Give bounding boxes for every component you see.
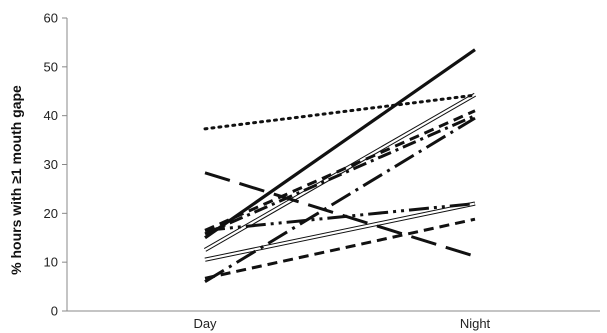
series-line-1 [204, 48, 476, 240]
y-axis-ticks: 0 10 20 30 40 50 60 [44, 11, 67, 319]
y-tick-label: 20 [44, 206, 58, 221]
series-line-8 [204, 201, 475, 259]
series-line-7 [204, 171, 476, 258]
y-axis-title: % hours with ≥1 mouth gape [8, 85, 24, 275]
series-line-5 [204, 114, 476, 236]
series-lines [203, 48, 477, 283]
series-line-8 [205, 204, 476, 262]
y-tick-label: 60 [44, 11, 58, 26]
series-line-10 [204, 217, 476, 280]
y-tick-label: 50 [44, 59, 58, 74]
x-tick-label: Night [460, 316, 491, 331]
y-tick-label: 10 [44, 255, 58, 270]
y-tick-label: 30 [44, 157, 58, 172]
x-tick-label: Day [193, 316, 217, 331]
x-axis-ticks: Day Night [193, 316, 490, 331]
series-line-4 [204, 109, 476, 232]
y-tick-label: 0 [51, 304, 58, 319]
series-line-6 [204, 116, 476, 283]
y-tick-label: 40 [44, 108, 58, 123]
chart-axes [66, 18, 600, 312]
series-line-9 [204, 202, 476, 232]
series-line-2 [203, 93, 477, 131]
